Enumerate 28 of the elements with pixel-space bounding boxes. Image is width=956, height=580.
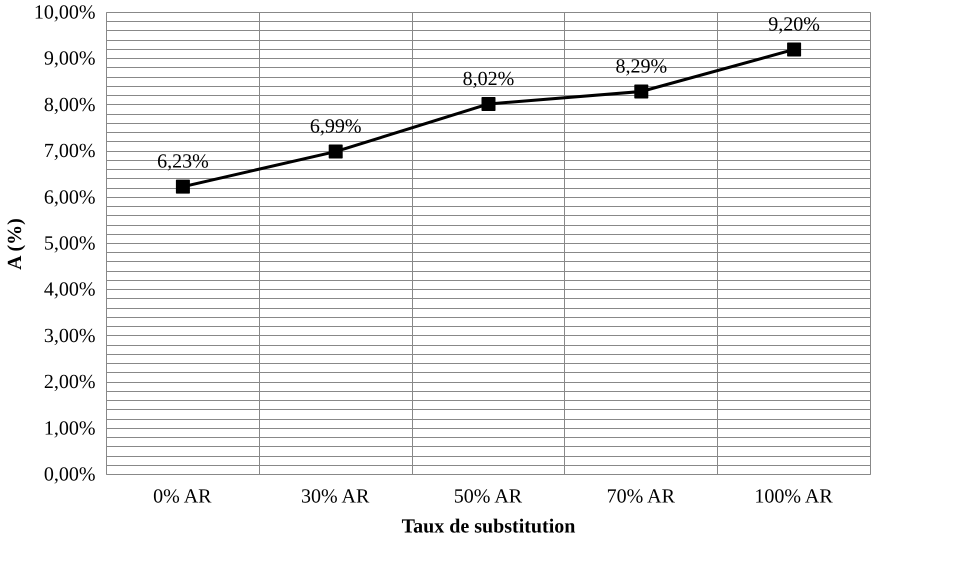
y-tick-label: 3,00% [44, 324, 96, 347]
y-tick-label: 4,00% [44, 278, 96, 301]
y-tick-label: 2,00% [44, 371, 96, 394]
x-tick-label: 70% AR [606, 486, 676, 508]
y-axis-title: A (%) [4, 218, 26, 270]
y-tick-label: 10,00% [34, 2, 96, 24]
point [176, 180, 190, 194]
data-label: 6,99% [310, 116, 362, 138]
data-label: 9,20% [768, 13, 820, 36]
point [634, 84, 648, 98]
y-tick-label: 0,00% [44, 464, 96, 486]
y-tick-label: 6,00% [44, 186, 96, 208]
y-tick-label: 9,00% [44, 48, 96, 70]
x-axis-title: Taux de substitution [402, 516, 576, 538]
x-tick-label: 0% AR [153, 486, 212, 508]
point [482, 96, 496, 111]
y-tick-label: 8,00% [44, 94, 96, 116]
data-label: 6,23% [157, 150, 209, 173]
x-tick-label: 50% AR [454, 486, 523, 508]
x-tick-label: 30% AR [300, 486, 370, 508]
data-label: 8,29% [615, 56, 668, 78]
y-tick-label: 5,00% [44, 232, 96, 254]
point [787, 42, 802, 56]
y-tick-label: 7,00% [44, 140, 96, 162]
x-tick-label: 100% AR [754, 486, 834, 508]
point [328, 144, 343, 159]
y-tick-label: 1,00% [44, 417, 96, 440]
data-label: 8,02% [462, 68, 514, 90]
